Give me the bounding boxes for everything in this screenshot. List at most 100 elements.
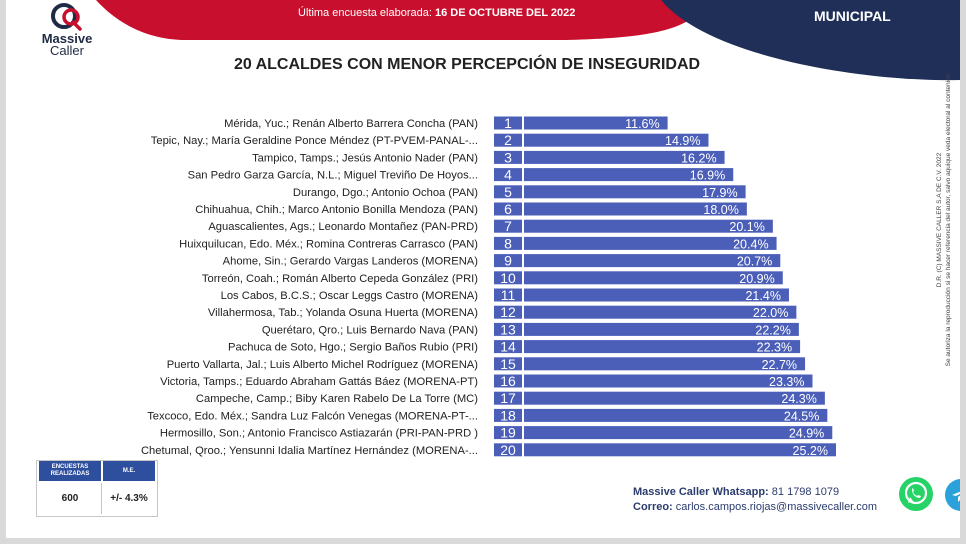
bar xyxy=(524,443,836,457)
rank-box xyxy=(494,340,522,354)
bar xyxy=(524,408,828,422)
rank-box xyxy=(494,254,522,268)
page-title: 20 ALCALDES CON MENOR PERCEPCIÓN DE INSE… xyxy=(233,56,701,73)
rank-box xyxy=(494,116,522,130)
category-label: Huixquilucan, Edo. Méx.; Romina Contrera… xyxy=(179,238,478,250)
value-label: 24.3% xyxy=(781,392,816,406)
rank-box xyxy=(494,357,522,371)
category-label: Los Cabos, B.C.S.; Oscar Leggs Castro (M… xyxy=(221,290,479,302)
rank-number: 10 xyxy=(500,270,516,286)
bar xyxy=(524,374,813,388)
category-label: Hermosillo, Son.; Antonio Francisco Asti… xyxy=(160,428,478,440)
rank-box xyxy=(494,150,522,164)
value-label: 20.4% xyxy=(733,237,768,251)
logo-text-massive: Massive xyxy=(41,31,93,46)
rank-number: 18 xyxy=(500,407,516,423)
email-contact: Correo: carlos.campos.riojas@massivecall… xyxy=(633,500,877,515)
value-label: 11.6% xyxy=(625,117,660,131)
bar xyxy=(524,168,734,182)
rank-box xyxy=(494,408,522,422)
red-swoosh xyxy=(96,0,706,40)
value-label: 24.5% xyxy=(784,409,819,423)
bar xyxy=(524,254,781,268)
rank-box xyxy=(494,168,522,182)
category-label: Pachuca de Soto, Hgo.; Sergio Baños Rubi… xyxy=(228,342,478,354)
bar xyxy=(524,236,777,250)
rank-box xyxy=(494,236,522,250)
bar xyxy=(524,116,668,130)
category-label: Torreón, Coah.; Román Alberto Cepeda Gon… xyxy=(202,273,478,285)
bar xyxy=(524,426,833,440)
contact-info: Massive Caller Whatsapp: 81 1798 1079 Co… xyxy=(633,485,877,515)
rank-box xyxy=(494,391,522,405)
whatsapp-number[interactable]: 81 1798 1079 xyxy=(771,486,840,498)
rank-number: 5 xyxy=(504,184,512,200)
rank-number: 11 xyxy=(501,287,516,303)
whatsapp-icon[interactable] xyxy=(898,476,934,512)
bar xyxy=(524,219,773,233)
bar xyxy=(524,150,725,164)
rank-number: 14 xyxy=(500,339,516,355)
rank-number: 1 xyxy=(504,115,512,131)
rank-box xyxy=(494,185,522,199)
category-label: Chihuahua, Chih.; Marco Antonio Bonilla … xyxy=(195,204,478,216)
rank-number: 19 xyxy=(500,425,516,441)
category-label: Aguascalientes, Ags.; Leonardo Montañez … xyxy=(208,221,478,233)
value-label: 20.9% xyxy=(739,272,774,286)
category-label: Mérida, Yuc.; Renán Alberto Barrera Conc… xyxy=(224,118,478,130)
telegram-icon[interactable] xyxy=(944,478,960,512)
value-label: 21.4% xyxy=(745,289,780,303)
rank-box xyxy=(494,202,522,216)
bar xyxy=(524,202,747,216)
bar xyxy=(524,322,799,336)
bar xyxy=(524,288,789,302)
value-label: 24.9% xyxy=(789,427,824,441)
bar-chart: Mérida, Yuc.; Renán Alberto Barrera Conc… xyxy=(141,115,836,458)
category-label: Querétaro, Qro.; Luis Bernardo Nava (PAN… xyxy=(262,324,478,336)
survey-date: Última encuesta elaborada: 16 DE OCTUBRE… xyxy=(298,7,575,19)
rank-number: 6 xyxy=(504,201,512,217)
reproduction-line: Se autoriza la reproducción si se hacer … xyxy=(945,73,952,367)
email-address[interactable]: carlos.campos.riojas@massivecaller.com xyxy=(675,501,878,513)
category-label: Tampico, Tamps.; Jesús Antonio Nader (PA… xyxy=(252,152,478,164)
rank-number: 20 xyxy=(500,442,516,458)
rank-box xyxy=(494,305,522,319)
survey-date-value: 16 DE OCTUBRE DEL 2022 xyxy=(434,7,576,19)
whatsapp-label: Massive Caller Whatsapp: xyxy=(633,486,769,498)
bar xyxy=(524,357,806,371)
rank-number: 3 xyxy=(504,149,512,165)
bar xyxy=(524,271,783,285)
rank-box xyxy=(494,219,522,233)
rank-box xyxy=(494,133,522,147)
value-label: 20.1% xyxy=(729,220,764,234)
value-label: 17.9% xyxy=(702,186,737,200)
bar xyxy=(524,391,825,405)
survey-date-label: Última encuesta elaborada: xyxy=(298,7,432,19)
navy-swoosh xyxy=(661,0,960,81)
logo-mark-icon xyxy=(51,3,82,31)
bar xyxy=(524,305,797,319)
value-label: 22.0% xyxy=(753,306,788,320)
value-label: 22.3% xyxy=(757,341,792,355)
rank-number: 8 xyxy=(504,235,512,251)
rank-number: 12 xyxy=(500,304,516,320)
massive-caller-logo: Massive Caller xyxy=(36,0,116,60)
rank-number: 4 xyxy=(504,167,512,183)
category-label: San Pedro Garza García, N.L.; Miguel Tre… xyxy=(188,170,478,182)
category-label: Texcoco, Edo. Méx.; Sandra Luz Falcón Ve… xyxy=(147,410,478,422)
rank-number: 9 xyxy=(504,253,512,269)
surveys-header: ENCUESTAS REALIZADAS xyxy=(39,461,101,481)
category-label: Ahome, Sin.; Gerardo Vargas Landeros (MO… xyxy=(223,256,479,268)
category-label: Campeche, Camp.; Biby Karen Rabelo De La… xyxy=(196,393,478,405)
category-label: Chetumal, Qroo.; Yensunni Idalia Martíne… xyxy=(141,445,478,457)
survey-info-table: ENCUESTAS REALIZADAS M.E. 600 +/- 4.3% xyxy=(36,460,158,517)
logo-text-caller: Caller xyxy=(50,43,84,58)
rank-number: 17 xyxy=(500,390,516,406)
value-label: 22.7% xyxy=(762,358,797,372)
rank-box xyxy=(494,271,522,285)
category-label: Villahermosa, Tab.; Yolanda Osuna Huerta… xyxy=(208,307,478,319)
value-label: 20.7% xyxy=(737,255,772,269)
value-label: 16.2% xyxy=(681,151,716,165)
value-label: 25.2% xyxy=(793,444,828,458)
category-label: Puerto Vallarta, Jal.; Luis Alberto Mich… xyxy=(167,359,479,371)
